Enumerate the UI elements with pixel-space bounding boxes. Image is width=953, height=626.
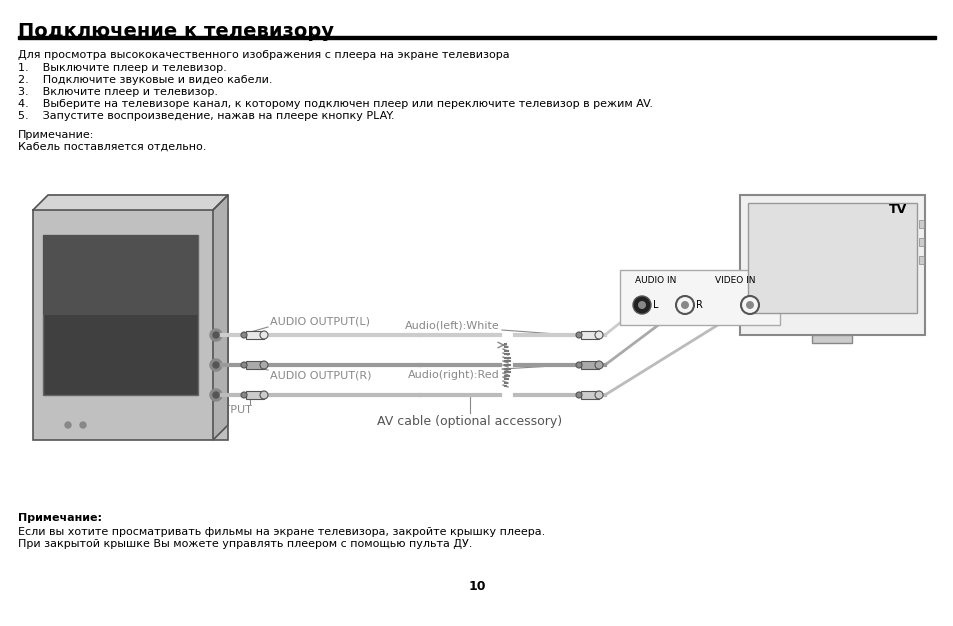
Bar [246, 361, 264, 369]
Bar [740, 195, 924, 335]
Text: 1.    Выключите плеер и телевизор.: 1. Выключите плеер и телевизор. [18, 63, 227, 73]
Bar [918, 238, 923, 246]
Circle shape [576, 392, 581, 398]
Text: AV cable (optional accessory): AV cable (optional accessory) [377, 415, 562, 428]
Circle shape [595, 361, 602, 369]
Text: AUDIO IN: AUDIO IN [635, 276, 676, 285]
Circle shape [260, 361, 268, 369]
Text: VIDEO IN: VIDEO IN [714, 276, 755, 285]
Text: L: L [652, 300, 658, 310]
Bar [246, 331, 264, 339]
Text: R: R [696, 300, 702, 310]
Circle shape [213, 332, 219, 338]
Text: 5.    Запустите воспроизведение, нажав на плеере кнопку PLAY.: 5. Запустите воспроизведение, нажав на п… [18, 111, 395, 121]
Circle shape [633, 296, 650, 314]
Bar [918, 220, 923, 228]
Circle shape [745, 301, 753, 309]
Text: Примечание:: Примечание: [18, 513, 102, 523]
Text: TV: TV [888, 203, 906, 216]
Bar [918, 256, 923, 264]
Circle shape [576, 362, 581, 368]
Bar [580, 391, 598, 399]
Text: AUDIO OUTPUT(R): AUDIO OUTPUT(R) [270, 370, 371, 380]
Bar [43, 235, 198, 395]
Bar [580, 331, 598, 339]
Circle shape [213, 362, 219, 368]
Circle shape [740, 296, 759, 314]
Bar [33, 210, 228, 440]
Circle shape [80, 422, 86, 428]
Circle shape [676, 296, 693, 314]
Circle shape [241, 392, 247, 398]
Text: Подключение к телевизору: Подключение к телевизору [18, 22, 334, 41]
Text: Для просмотра высококачественного изображения с плеера на экране телевизора: Для просмотра высококачественного изобра… [18, 50, 509, 60]
Bar [18, 36, 935, 39]
Circle shape [680, 301, 688, 309]
Circle shape [210, 359, 222, 371]
Circle shape [576, 332, 581, 338]
Circle shape [260, 391, 268, 399]
Text: VIDEO OUTPUT: VIDEO OUTPUT [168, 405, 252, 415]
Text: 2.    Подключите звуковые и видео кабели.: 2. Подключите звуковые и видео кабели. [18, 75, 273, 85]
Polygon shape [213, 195, 228, 440]
Text: Audio(left):White: Audio(left):White [405, 320, 499, 330]
Circle shape [241, 362, 247, 368]
Text: Кабель поставляется отдельно.: Кабель поставляется отдельно. [18, 142, 206, 152]
Bar [811, 335, 851, 343]
Circle shape [241, 332, 247, 338]
Bar [246, 391, 264, 399]
Text: 3.    Включите плеер и телевизор.: 3. Включите плеер и телевизор. [18, 87, 218, 97]
Text: Примечание:: Примечание: [18, 130, 94, 140]
Bar [747, 203, 916, 313]
Text: Если вы хотите просматривать фильмы на экране телевизора, закройте крышку плеера: Если вы хотите просматривать фильмы на э… [18, 527, 545, 537]
Text: При закрытой крышке Вы можете управлять плеером с помощью пульта ДУ.: При закрытой крышке Вы можете управлять … [18, 539, 472, 549]
Circle shape [210, 389, 222, 401]
Polygon shape [33, 195, 228, 210]
Circle shape [213, 392, 219, 398]
Bar [580, 361, 598, 369]
Text: AUDIO OUTPUT(L): AUDIO OUTPUT(L) [270, 317, 370, 327]
Text: 10: 10 [468, 580, 485, 593]
Text: Audio(right):Red: Audio(right):Red [408, 370, 499, 380]
Bar [43, 235, 198, 315]
Circle shape [260, 331, 268, 339]
Text: Video out: Yellow: Video out: Yellow [780, 320, 874, 330]
Circle shape [638, 301, 645, 309]
Circle shape [595, 391, 602, 399]
Bar [619, 270, 780, 325]
Circle shape [210, 329, 222, 341]
Circle shape [65, 422, 71, 428]
Circle shape [595, 331, 602, 339]
Text: 4.    Выберите на телевизоре канал, к которому подключен плеер или переключите т: 4. Выберите на телевизоре канал, к котор… [18, 99, 652, 109]
